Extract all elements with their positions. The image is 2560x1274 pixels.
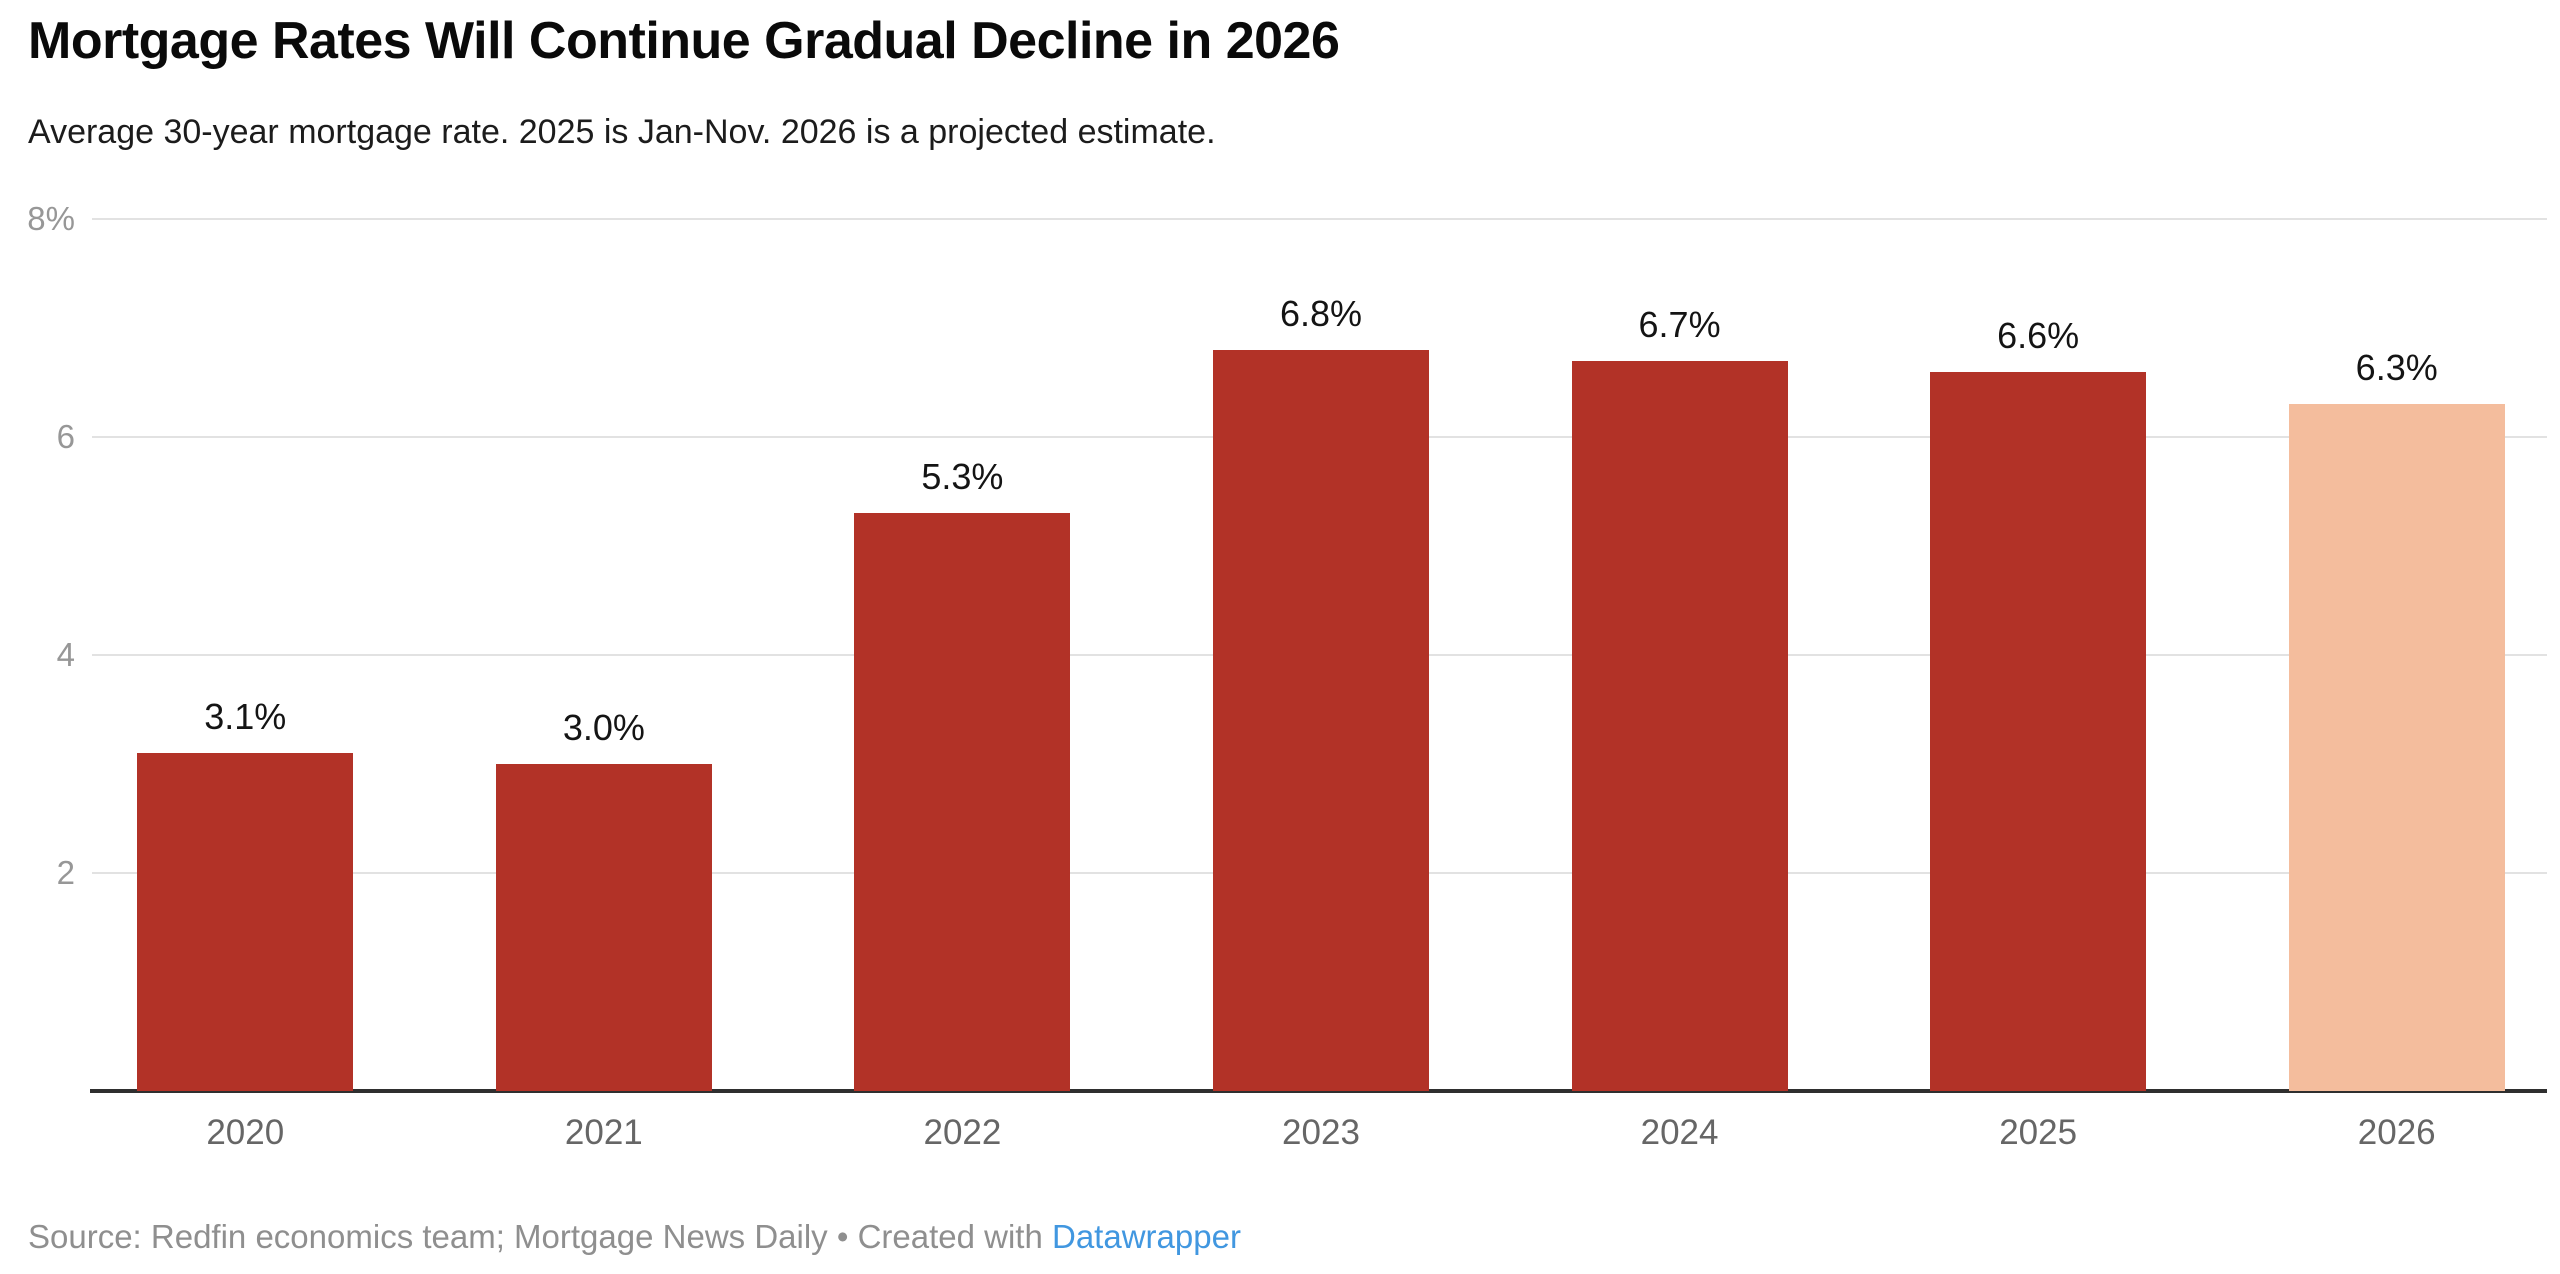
y-tick-label-8: 8% <box>27 200 75 237</box>
x-tick-label-2024: 2024 <box>1640 1113 1719 1152</box>
x-tick-label-2021: 2021 <box>564 1113 643 1152</box>
x-tick-label-2026: 2026 <box>2357 1113 2436 1152</box>
bar-2026[interactable] <box>2288 404 2505 1091</box>
bar-2025[interactable] <box>1930 371 2147 1091</box>
y-tick-label-6: 6 <box>56 418 75 455</box>
bar-2021[interactable] <box>495 764 712 1091</box>
chart-subtitle: Average 30-year mortgage rate. 2025 is J… <box>28 113 1216 151</box>
bar-2020[interactable] <box>137 753 354 1091</box>
bar-value-label-2026: 6.3% <box>2355 347 2438 389</box>
x-axis-line <box>90 1089 2547 1093</box>
bar-2022[interactable] <box>854 513 1071 1091</box>
created-with-text: Created with <box>857 1218 1052 1255</box>
source-line: Source: Redfin economics team; Mortgage … <box>28 1218 1241 1256</box>
bar-chart-plot: 8% 6 4 2 3.1% 2020 3.0% 2021 5.3% 2022 6.8% 2023 6.7… <box>0 200 2560 1219</box>
bar-value-label-2023: 6.8% <box>1279 292 1363 334</box>
y-tick-label-2: 2 <box>56 854 75 891</box>
y-tick-label-4: 4 <box>56 636 75 673</box>
bar-value-label-2022: 5.3% <box>921 456 1004 498</box>
bar-2023[interactable] <box>1212 349 1429 1091</box>
x-tick-label-2020: 2020 <box>206 1113 285 1152</box>
x-tick-label-2025: 2025 <box>1999 1113 2078 1152</box>
chart-title: Mortgage Rates Will Continue Gradual Dec… <box>28 12 1340 70</box>
bar-value-label-2020: 3.1% <box>204 696 287 738</box>
x-tick-label-2022: 2022 <box>923 1113 1002 1152</box>
bar-2024[interactable] <box>1571 360 1788 1091</box>
datawrapper-link[interactable]: Datawrapper <box>1052 1218 1241 1255</box>
bar-value-label-2024: 6.7% <box>1638 303 1721 345</box>
bar-value-label-2021: 3.0% <box>562 707 645 748</box>
gridline-8 <box>92 218 2547 220</box>
x-tick-label-2023: 2023 <box>1282 1113 1360 1152</box>
source-text: Source: Redfin economics team; Mortgage … <box>28 1218 828 1255</box>
footer-separator: • <box>827 1218 858 1255</box>
bar-value-label-2025: 6.6% <box>1997 314 2080 356</box>
